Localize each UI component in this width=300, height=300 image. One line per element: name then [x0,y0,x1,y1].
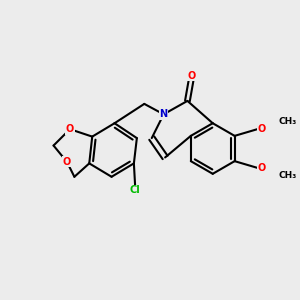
Text: CH₃: CH₃ [278,171,296,180]
Text: Cl: Cl [130,185,141,195]
Text: O: O [188,70,196,81]
Text: O: O [257,124,266,134]
Text: CH₃: CH₃ [278,117,296,126]
Text: N: N [160,109,168,119]
Text: O: O [66,124,74,134]
Text: O: O [63,157,71,167]
Text: O: O [257,163,266,173]
